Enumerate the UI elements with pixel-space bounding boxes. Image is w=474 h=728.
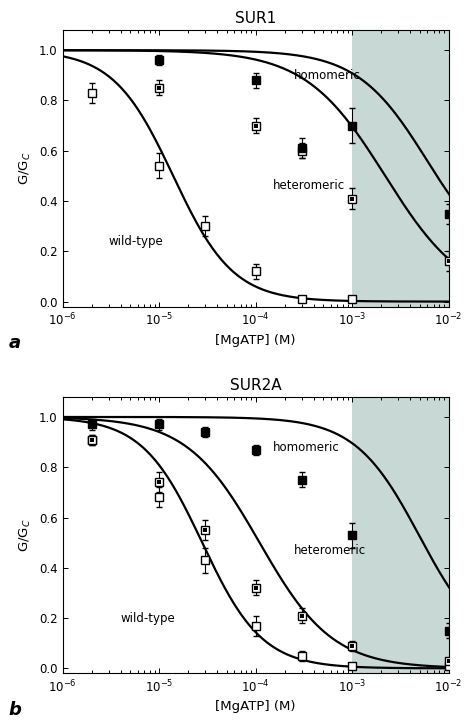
X-axis label: [MgATP] (M): [MgATP] (M) (215, 700, 296, 713)
Text: heteromeric: heteromeric (273, 179, 345, 192)
Text: homomeric: homomeric (273, 440, 339, 454)
X-axis label: [MgATP] (M): [MgATP] (M) (215, 333, 296, 347)
Y-axis label: G/G$_C$: G/G$_C$ (18, 151, 34, 185)
Text: b: b (9, 701, 21, 719)
Text: heteromeric: heteromeric (294, 544, 366, 557)
Text: wild-type: wild-type (121, 612, 175, 625)
Title: SUR1: SUR1 (235, 11, 276, 26)
Text: wild-type: wild-type (109, 234, 164, 248)
Text: homomeric: homomeric (294, 69, 361, 82)
Y-axis label: G/G$_C$: G/G$_C$ (18, 518, 34, 552)
Title: SUR2A: SUR2A (230, 378, 282, 393)
Text: a: a (9, 334, 20, 352)
